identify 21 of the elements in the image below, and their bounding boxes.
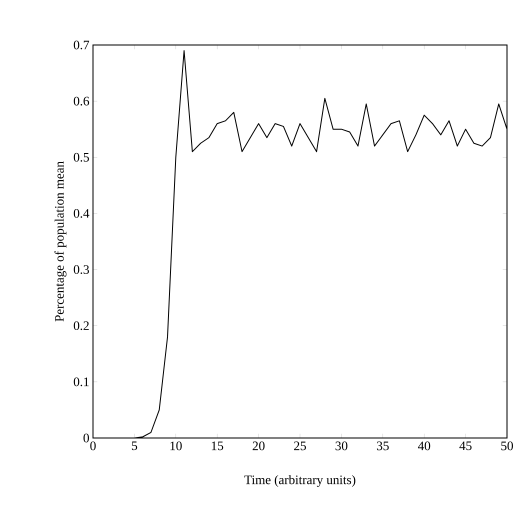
y-tick-label: 0.1	[74, 377, 89, 386]
x-tick-label: 35	[376, 442, 389, 450]
x-tick-label: 40	[418, 442, 430, 450]
y-tick-label: 0.2	[74, 321, 89, 330]
x-tick-label: 0	[90, 442, 96, 450]
x-tick-label: 15	[212, 442, 224, 450]
y-axis-title: Percentage of population mean	[54, 161, 66, 322]
y-tick-label: 0	[84, 434, 89, 442]
y-tick-label: 0.3	[74, 265, 89, 274]
x-tick-label: 45	[459, 442, 472, 450]
x-tick-label: 30	[336, 442, 348, 450]
x-tick-label: 5	[132, 442, 138, 450]
x-tick-label: 25	[294, 442, 306, 450]
x-tick-label: 20	[252, 442, 265, 450]
x-tick-label: 10	[170, 442, 182, 450]
y-tick-label: 0.6	[74, 96, 90, 106]
y-tick-label: 0.5	[74, 152, 89, 162]
x-axis-title: Time (arbitrary units)	[244, 475, 356, 487]
x-tick-label: 50	[501, 442, 513, 450]
y-tick-label: 0.7	[74, 40, 90, 50]
y-tick-label: 0.4	[74, 209, 90, 218]
